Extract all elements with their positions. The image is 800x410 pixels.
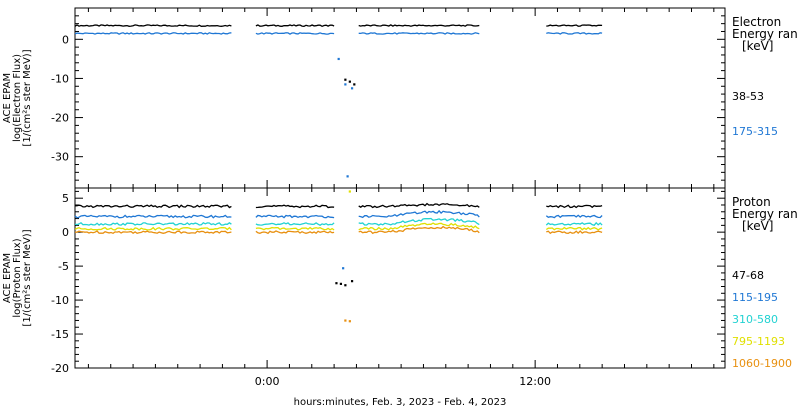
proton-legend-entry-115-195: 115-195 [732,291,778,304]
electron-legend-unit: [keV] [742,39,773,53]
y-tick-label: 0 [62,33,69,46]
series-blue-segment [546,32,603,35]
series-black-point [339,282,343,285]
y-tick-label: -20 [51,112,69,125]
x-tick-label-0000: 0:00 [255,375,280,388]
series-yellow-segment [255,226,335,231]
series-blue-point [342,267,345,270]
series-yellow-segment [358,222,480,231]
series-orange-segment [546,230,603,235]
series-yellow-point [348,190,351,193]
series-blue-point [350,87,354,90]
proton-legend-heading: Proton [732,195,771,209]
series-yellow-segment [74,226,232,231]
proton-panel: 50-5-10-15-20 ACE EPAM log(Proton Flux) … [2,187,798,375]
series-blue-segment [545,214,603,219]
proton-ylabel-line3: [1/(cm²s ster MeV)] [22,229,33,326]
proton-legend-entry-1060-1900: 1060-1900 [732,357,792,370]
y-tick-label: -20 [51,362,69,375]
series-blue-segment [255,214,335,219]
proton-legend-entry-47-68: 47-68 [732,269,764,282]
series-cyan-segment [74,222,232,226]
electron-ylabel-line3: [1/(cm²s ster MeV)] [22,49,33,146]
series-black-segment [255,24,335,28]
series-blue-segment [255,32,335,35]
series-blue-segment [74,32,232,35]
series-orange-segment [358,225,480,235]
series-black-segment [74,24,232,27]
y-tick-label: -10 [51,72,69,85]
y-tick-label: 5 [62,192,69,205]
electron-legend-entry-175-315: 175-315 [732,125,778,138]
series-orange-segment [255,230,335,235]
y-tick-label: -15 [51,328,69,341]
series-black-segment [358,24,480,27]
series-black-point [348,80,351,83]
series-yellow-segment [545,226,603,231]
series-cyan-segment [255,222,335,226]
series-black-point [344,284,347,287]
y-tick-label: -10 [51,294,69,307]
proton-ylabel-line1: ACE EPAM [2,253,13,303]
series-black-segment [546,24,603,27]
electron-legend-entry-38-53: 38-53 [732,90,764,103]
series-black-point [350,280,354,283]
series-black-point [335,282,338,285]
series-orange-point [348,320,351,323]
series-blue-point [344,83,347,86]
proton-legend-entry-310-580: 310-580 [732,313,778,326]
series-blue-segment [74,214,232,219]
proton-legend-unit: [keV] [742,219,773,233]
series-blue-point [337,57,340,61]
y-tick-label: -5 [58,260,69,273]
electron-legend-heading: Electron [732,15,781,29]
series-blue-segment [358,32,480,35]
x-tick-label-1200: 12:00 [519,375,551,388]
series-cyan-segment [358,217,480,226]
series-black-segment [546,204,603,209]
series-cyan-segment [545,221,603,226]
proton-legend-entry-795-1193: 795-1193 [732,335,785,348]
x-axis-label: hours:minutes, Feb. 3, 2023 - Feb. 4, 20… [294,397,507,408]
series-blue-point [346,175,349,178]
electron-y-axis: 0 -10 -20 -30 [51,7,725,189]
series-orange-point [344,319,347,322]
y-tick-label: 0 [62,226,69,239]
series-black-segment [74,204,232,209]
electron-series [74,24,603,178]
y-tick-label: -30 [51,151,69,164]
proton-y-axis: 5 0 -5 -10 -15 -20 [51,188,725,375]
electron-legend-energy: Energy ran [732,27,798,41]
electron-panel: 0 -10 -20 -30 ACE EPAM log(Electron Flux) [… [2,7,798,189]
proton-legend-energy: Energy ran [732,207,798,221]
series-blue-segment [358,209,480,219]
electron-ylabel-line2: log(Electron Flux) [12,54,23,142]
electron-plot-frame [74,7,726,189]
series-black-segment [358,202,480,209]
proton-ylabel-line2: log(Proton Flux) [12,238,23,317]
series-black-point [344,78,347,81]
proton-series [74,190,603,323]
electron-ylabel-line1: ACE EPAM [2,73,13,123]
series-black-point [353,83,356,86]
proton-plot-frame [74,187,726,369]
series-black-segment [255,204,335,209]
series-orange-segment [74,230,232,235]
